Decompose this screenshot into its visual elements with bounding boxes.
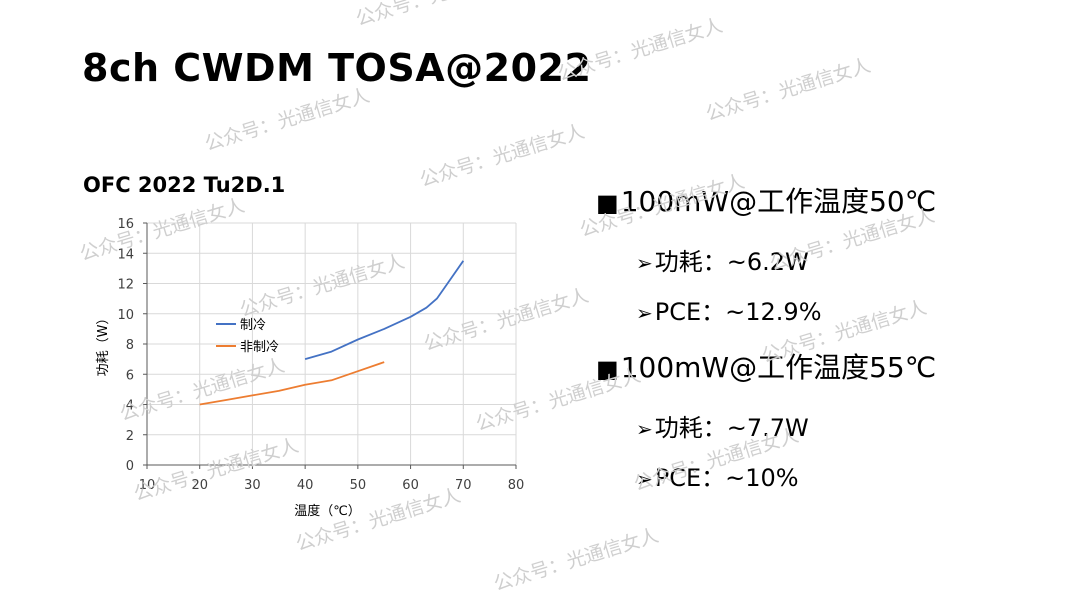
y-tick-label: 0 bbox=[126, 459, 134, 474]
legend-label: 非制冷 bbox=[240, 340, 279, 355]
arrow-bullet-icon: ➢ bbox=[636, 251, 653, 275]
y-tick-label: 8 bbox=[126, 338, 134, 353]
sub-bullet-power-50c: ➢功耗：~6.2W bbox=[636, 250, 809, 274]
x-tick-label: 40 bbox=[297, 478, 314, 493]
x-tick-label: 20 bbox=[191, 478, 208, 493]
sub-bullet-pce-55c: ➢PCE：~10% bbox=[636, 466, 799, 490]
x-tick-label: 50 bbox=[350, 478, 367, 493]
arrow-bullet-icon: ➢ bbox=[636, 301, 653, 325]
main-bullet-text: 100mW@工作温度55℃ bbox=[620, 351, 937, 384]
sub-bullet-pce-50c: ➢PCE：~12.9% bbox=[636, 300, 822, 324]
sub-bullet-text: 功耗：~6.2W bbox=[654, 248, 809, 276]
slide-title: 8ch CWDM TOSA@2022 bbox=[82, 46, 592, 90]
y-tick-label: 10 bbox=[117, 308, 134, 323]
sub-bullet-text: PCE：~10% bbox=[654, 464, 799, 492]
chart-caption: OFC 2022 Tu2D.1 bbox=[83, 173, 286, 197]
sub-bullet-text: 功耗：~7.7W bbox=[654, 414, 809, 442]
x-tick-label: 70 bbox=[455, 478, 472, 493]
main-bullet-text: 100mW@工作温度50℃ bbox=[620, 185, 937, 218]
main-bullet-50c: ■100mW@工作温度50℃ bbox=[596, 188, 936, 216]
square-bullet-icon: ■ bbox=[596, 189, 619, 217]
y-tick-label: 16 bbox=[117, 217, 134, 232]
x-axis-label: 温度（℃） bbox=[294, 503, 361, 519]
x-tick-label: 60 bbox=[402, 478, 419, 493]
series-line-1 bbox=[199, 361, 385, 406]
y-tick-label: 6 bbox=[126, 368, 134, 383]
y-axis-label: 功耗（W） bbox=[96, 312, 111, 377]
y-tick-label: 14 bbox=[117, 247, 134, 262]
arrow-bullet-icon: ➢ bbox=[636, 467, 653, 491]
sub-bullet-power-55c: ➢功耗：~7.7W bbox=[636, 416, 809, 440]
y-tick-label: 2 bbox=[126, 429, 134, 444]
legend-label: 制冷 bbox=[240, 318, 266, 333]
x-tick-label: 80 bbox=[508, 478, 525, 493]
x-tick-label: 30 bbox=[244, 478, 261, 493]
series-line-0 bbox=[304, 260, 465, 360]
x-tick-label: 10 bbox=[139, 478, 156, 493]
y-tick-label: 4 bbox=[126, 399, 134, 414]
arrow-bullet-icon: ➢ bbox=[636, 417, 653, 441]
sub-bullet-text: PCE：~12.9% bbox=[654, 298, 822, 326]
main-bullet-55c: ■100mW@工作温度55℃ bbox=[596, 354, 936, 382]
square-bullet-icon: ■ bbox=[596, 355, 619, 383]
y-tick-label: 12 bbox=[117, 278, 134, 293]
